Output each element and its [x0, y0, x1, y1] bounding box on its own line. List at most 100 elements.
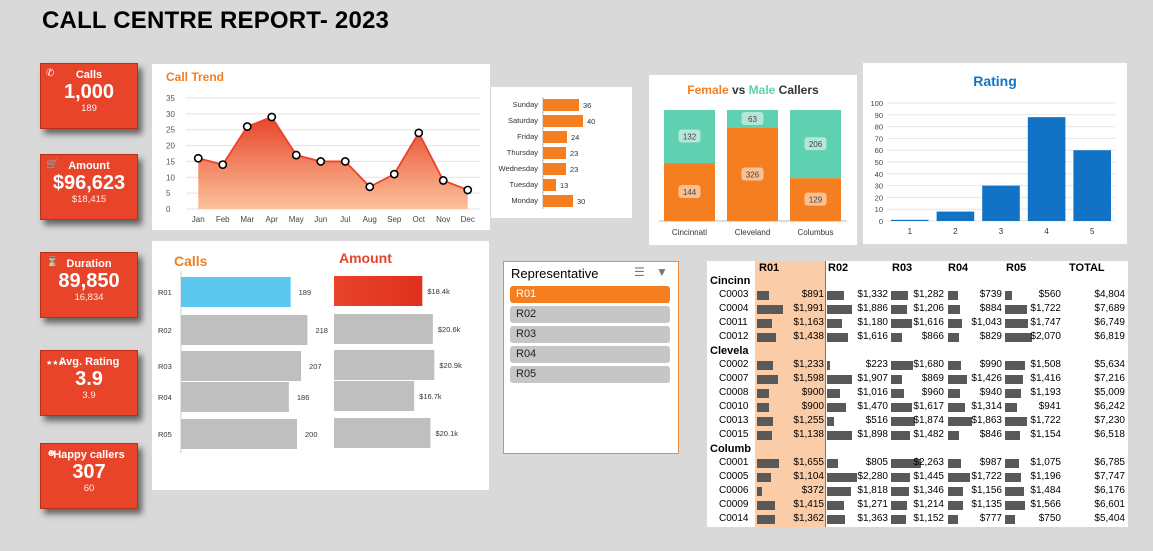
female-value-label: 326 — [746, 170, 760, 179]
calls-bar — [181, 351, 302, 381]
table-cell: $1,362 — [793, 513, 824, 524]
row-label: C0001 — [719, 457, 749, 468]
data-bar — [891, 333, 903, 342]
row-label: C0014 — [719, 513, 749, 524]
slicer-item-r02[interactable]: R02 — [510, 306, 670, 323]
rating-bar — [982, 185, 1020, 221]
kpi-sub: 16,834 — [74, 292, 104, 303]
table-cell: $560 — [1038, 289, 1061, 300]
category-label: Thursday — [507, 148, 539, 157]
row-label: C0004 — [719, 303, 749, 314]
data-bar — [948, 403, 966, 412]
weekday-bar — [543, 115, 583, 127]
gender-chart: 132 144 Cincinnati 63 326 Cleveland 206 129 Colu… — [659, 110, 847, 237]
title-female: Female — [687, 83, 729, 97]
slicer-item-r03[interactable]: R03 — [510, 326, 670, 343]
data-bar — [948, 515, 959, 524]
row-label: C0005 — [719, 471, 749, 482]
data-bar — [948, 319, 962, 328]
amount-bar — [334, 418, 431, 448]
amount-bar — [334, 276, 423, 306]
table-cell: $1,482 — [913, 429, 944, 440]
kpi-happy-card: ☻ Happy callers 307 60 — [40, 443, 138, 509]
data-bar — [891, 319, 913, 328]
data-bar — [827, 305, 852, 314]
rating-bar — [1027, 117, 1066, 221]
data-bar — [1005, 459, 1020, 468]
data-bar — [757, 375, 778, 384]
data-bar — [891, 515, 907, 524]
table-cell: $1,363 — [857, 513, 888, 524]
row-label: C0009 — [719, 499, 749, 510]
row-label: C0003 — [719, 289, 749, 300]
data-bar — [827, 361, 830, 370]
column-header: R03 — [892, 262, 913, 274]
slicer-item-r01[interactable]: R01 — [510, 286, 670, 303]
data-label: 186 — [297, 393, 310, 402]
calls-bar — [181, 277, 291, 307]
call-trend-card: Call Trend 0 5 10 15 20 25 30 35 Jan Feb Mar Apr May… — [152, 64, 490, 230]
y-tick-label: 35 — [166, 94, 175, 103]
category-label: R04 — [158, 393, 172, 402]
data-bar — [827, 333, 849, 342]
table-cell: $6,518 — [1094, 429, 1125, 440]
kpi-label: Duration — [66, 258, 112, 270]
data-bar — [1005, 403, 1018, 412]
data-bar — [757, 333, 776, 342]
title-male: Male — [748, 83, 776, 97]
table-cell: $516 — [865, 415, 888, 426]
kpi-calls-card: ✆ Calls 1,000 189 — [40, 63, 138, 129]
label-box — [741, 111, 764, 125]
y-tick-label: 0 — [879, 217, 883, 226]
data-bar — [891, 459, 921, 468]
amount-bar — [334, 350, 435, 380]
table-cell: $1,196 — [1030, 471, 1061, 482]
table-cell: $6,749 — [1094, 317, 1125, 328]
table-cell: $1,426 — [971, 373, 1002, 384]
kpi-sub: 189 — [81, 103, 97, 114]
data-label: 207 — [309, 362, 322, 371]
kpi-sub: $18,415 — [71, 194, 107, 205]
data-bar — [1005, 375, 1024, 384]
row-label: C0007 — [719, 373, 749, 384]
multi-select-icon[interactable]: ☰ — [634, 265, 645, 279]
weekday-bar — [543, 147, 566, 159]
data-bar — [1005, 417, 1028, 426]
kpi-label: Amount — [68, 160, 110, 172]
table-cell: $990 — [979, 359, 1002, 370]
y-tick-label: 80 — [875, 123, 883, 132]
group-label: Columb — [710, 443, 751, 455]
trend-point — [389, 169, 399, 179]
data-label: $16.7k — [419, 392, 442, 401]
data-bar — [827, 459, 838, 468]
trend-point — [218, 160, 228, 169]
table-cell: $1,680 — [913, 359, 944, 370]
data-bar — [757, 305, 783, 314]
trend-point — [291, 150, 301, 160]
x-tick-label: 4 — [1044, 227, 1049, 236]
slicer-item-r05[interactable]: R05 — [510, 366, 670, 383]
slicer-item-r04[interactable]: R04 — [510, 346, 670, 363]
call-trend-title: Call Trend — [166, 70, 225, 84]
table-cell: $1,445 — [913, 471, 944, 482]
table-cell: $750 — [1038, 513, 1061, 524]
data-bar — [827, 319, 843, 328]
weekday-chart: Sunday 36 Saturday 40 Friday 24 Thursday 23 Wedn… — [499, 97, 595, 209]
calls-bar — [181, 315, 308, 345]
clear-filter-icon[interactable]: ▼ — [656, 265, 668, 279]
table-cell: $4,804 — [1094, 289, 1125, 300]
slicer-title: Representative — [511, 266, 599, 281]
table-cell: $7,689 — [1094, 303, 1125, 314]
row-label: C0012 — [719, 331, 749, 342]
x-tick-label: Jul — [340, 215, 350, 224]
table-cell: $900 — [801, 387, 824, 398]
kpi-label: Calls — [75, 69, 103, 81]
label-box — [804, 137, 827, 151]
male-value-label: 206 — [809, 140, 823, 149]
table-cell: $1,156 — [971, 485, 1002, 496]
kpi-amount-card: 🛒 Amount $96,623 $18,415 — [40, 154, 138, 220]
data-label: $18.4k — [427, 287, 450, 296]
data-label: $20.1k — [435, 429, 458, 438]
trend-point — [463, 185, 473, 195]
table-cell: $1,874 — [913, 415, 944, 426]
